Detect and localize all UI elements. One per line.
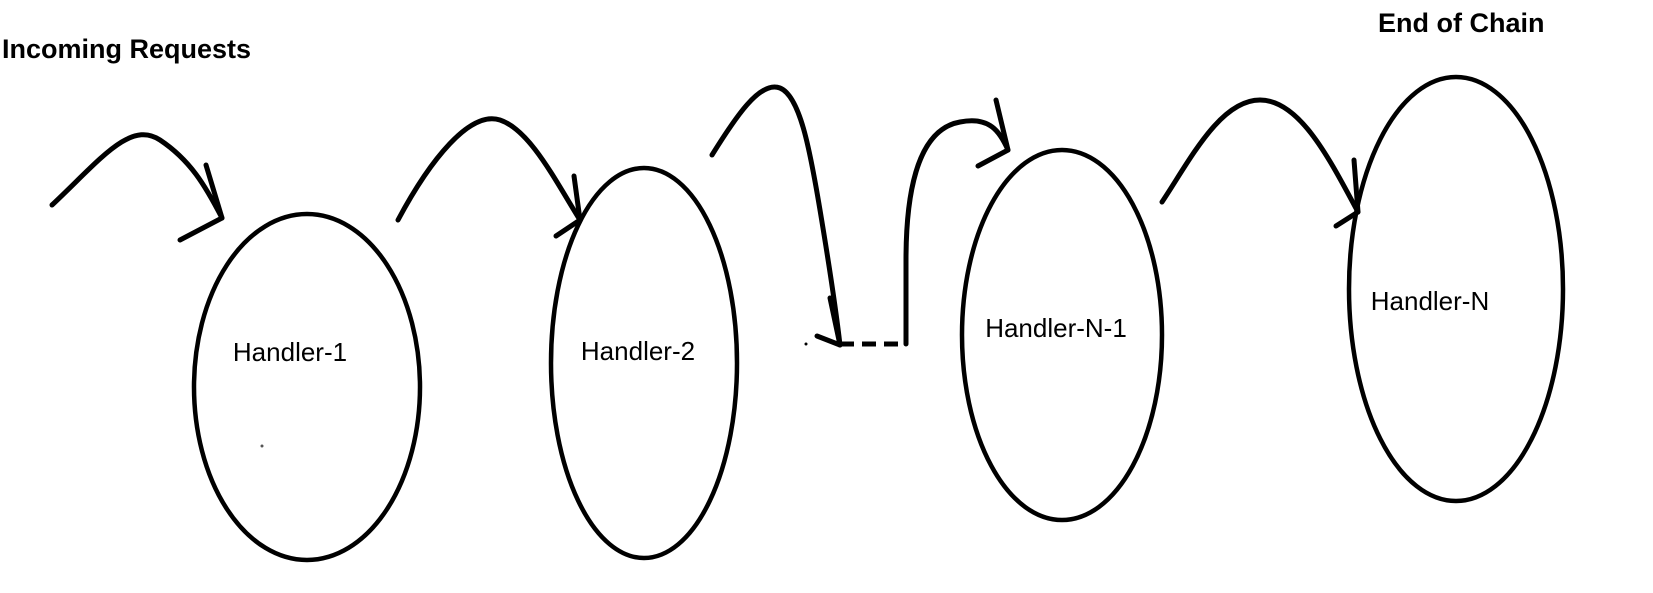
stray-dot [260,444,264,448]
end-of-chain-label: End of Chain [1378,8,1544,38]
arrow-h2-gap-line [709,84,843,348]
handler-n-ellipse [1346,74,1566,504]
arrow-hn1-hn-line [1159,97,1361,215]
handler-2-ellipse [548,165,740,561]
handler-node-2: Handler-2 [548,165,740,561]
handler-2-label: Handler-2 [581,336,695,366]
arrow-h1-h2-head [553,173,583,239]
arrow-incoming-head [177,162,225,243]
arrow-gap-to-handler-n-1 [903,97,1011,347]
handler-n-1-label: Handler-N-1 [985,313,1127,343]
arrow-gap-hn1-head [975,97,1011,169]
handler-n-1-ellipse [959,147,1165,523]
handler-node-n: Handler-N [1346,74,1566,504]
handler-node-n-1: Handler-N-1 [959,147,1165,523]
incoming-requests-label: Incoming Requests [2,34,251,64]
arrow-hn1-hn-head [1333,157,1361,229]
arrow-incoming-to-handler-1 [49,132,225,243]
stray-dot [804,342,808,346]
handler-n-label: Handler-N [1371,286,1490,316]
arrow-handler-n-1-to-handler-n [1159,97,1361,229]
handler-1-ellipse [191,211,423,563]
arrow-h1-h2-line [395,116,583,223]
arrow-gap-hn1-line [903,118,1011,347]
arrow-incoming-line [49,132,225,221]
handler-node-1: Handler-1 [191,211,423,563]
handler-1-label: Handler-1 [233,337,347,367]
arrow-handler-1-to-handler-2 [395,116,583,239]
